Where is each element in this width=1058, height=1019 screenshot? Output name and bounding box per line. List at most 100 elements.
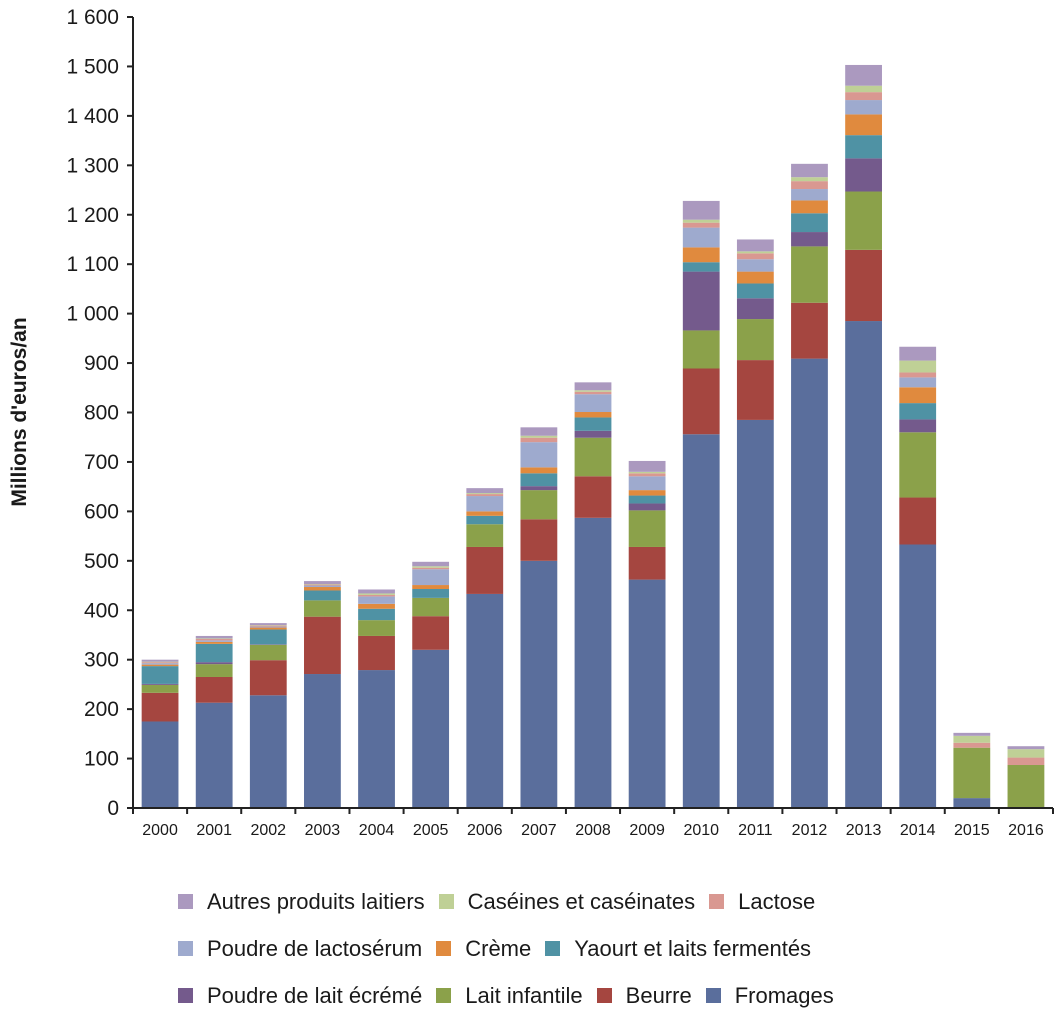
legend-item: Poudre de lactosérum	[178, 936, 422, 962]
bar-segment	[736, 360, 774, 420]
legend-row: Poudre de lait écrémé Lait infantile Beurr…	[178, 972, 998, 1019]
y-tick-label: 100	[84, 748, 119, 771]
bar-segment	[141, 662, 179, 664]
x-tick-label: 2004	[359, 822, 395, 839]
bar-segment	[141, 664, 179, 667]
bar-segment	[249, 623, 287, 626]
bar-segment	[1007, 764, 1045, 808]
bar-segment	[574, 390, 612, 392]
legend-label: Lait infantile	[465, 982, 583, 1008]
bar-segment	[249, 625, 287, 627]
bar-segment	[628, 473, 666, 477]
bar-segment	[736, 271, 774, 284]
y-tick-label: 1 100	[66, 253, 119, 276]
x-tick-label: 2011	[738, 822, 773, 839]
bar-segment	[574, 394, 612, 413]
y-tick-label: 300	[84, 649, 119, 672]
legend-swatch	[178, 941, 193, 956]
stacked-bar-chart: 0 100 200 300 400 500 600 700 800 900 1 000 1 100 1 …	[8, 6, 1054, 839]
bar-segment	[791, 213, 828, 233]
bar-segment	[141, 659, 179, 662]
bar-segment	[249, 644, 287, 645]
bar-segment	[628, 490, 666, 496]
y-tick-label: 600	[84, 500, 119, 523]
bar-segment	[466, 488, 504, 494]
bar-segment	[358, 596, 395, 604]
y-tick-label: 800	[84, 402, 119, 425]
bar-segment	[412, 649, 450, 808]
bar-segment	[195, 638, 233, 639]
bar-segment	[628, 546, 666, 580]
bar-segment	[412, 597, 450, 617]
bar-segment	[520, 519, 558, 561]
bar-stack-2000	[141, 659, 179, 808]
legend-swatch	[709, 894, 725, 909]
bar-segment	[195, 662, 233, 665]
bar-segment	[1007, 757, 1045, 765]
legend-item: Crème	[436, 936, 531, 962]
bar-segment	[195, 635, 233, 639]
bar-segment	[736, 239, 774, 252]
bar-segment	[736, 251, 774, 254]
x-tick-label: 2016	[1008, 822, 1044, 839]
bar-segment	[412, 567, 450, 570]
bar-segment	[249, 627, 287, 630]
bar-segment	[845, 100, 882, 115]
legend-item: Beurre	[596, 983, 692, 1009]
bar-segment	[412, 566, 450, 568]
legend-label: Poudre de lactosérum	[207, 935, 423, 961]
x-tick-label: 2014	[900, 822, 936, 839]
bar-segment	[736, 319, 774, 361]
bar-segment	[358, 635, 395, 671]
legend-item: Caséines et caséinates	[438, 889, 695, 915]
bar-segment	[520, 427, 558, 436]
bar-segment	[845, 114, 882, 136]
legend-label: Autres produits laitiers	[207, 888, 425, 914]
y-axis-label: Millions d'euros/an	[8, 317, 31, 506]
x-ticks: 2000 2001 2002 2003 2004 2005 2006 2007 2008 2009…	[132, 808, 1054, 839]
bar-stack-2005	[412, 561, 450, 808]
bar-stack-2016	[1007, 746, 1045, 808]
bar-segment	[195, 702, 233, 808]
bar-segment	[736, 298, 774, 320]
bar-segment	[845, 321, 882, 808]
legend-swatch	[705, 988, 721, 1003]
bar-segment	[899, 377, 937, 388]
legend-item: Autres produits laitiers	[178, 889, 425, 915]
legend-row: Poudre de lactosérum Crème Yaourt et laits…	[178, 925, 998, 972]
bar-segment	[628, 471, 666, 474]
bar-stack-2007	[520, 427, 558, 808]
x-tick-label: 2006	[467, 822, 503, 839]
bar-segment	[574, 412, 612, 418]
legend-label: Lactose	[738, 888, 816, 914]
bar-segment	[358, 670, 395, 808]
bar-segment	[682, 368, 720, 435]
bar-segment	[358, 593, 395, 595]
bar-stack-2003	[304, 581, 341, 808]
bar-segment	[791, 302, 828, 359]
y-tick-label: 1 000	[66, 303, 119, 326]
bar-segment	[412, 585, 450, 589]
bar-segment	[682, 219, 720, 223]
bar-segment	[249, 644, 287, 661]
legend-swatch	[178, 988, 193, 1003]
bar-segment	[845, 135, 882, 159]
bar-segment	[358, 603, 395, 609]
bar-segment	[574, 430, 612, 438]
bar-segment	[466, 524, 504, 547]
bar-segment	[141, 684, 179, 693]
bar-segment	[899, 346, 937, 361]
bar-segment	[466, 546, 504, 594]
y-tick-label: 900	[84, 352, 119, 375]
bar-stack-2002	[249, 623, 287, 808]
bar-segment	[574, 391, 612, 395]
x-tick-label: 2012	[792, 822, 828, 839]
bar-segment	[520, 467, 558, 474]
bar-stack-2009	[628, 460, 666, 808]
bar-segment	[141, 666, 179, 684]
bar-stack-2008	[574, 382, 612, 808]
bar-segment	[574, 382, 612, 391]
bar-segment	[899, 432, 937, 498]
bar-segment	[466, 494, 504, 497]
bar-segment	[899, 497, 937, 545]
